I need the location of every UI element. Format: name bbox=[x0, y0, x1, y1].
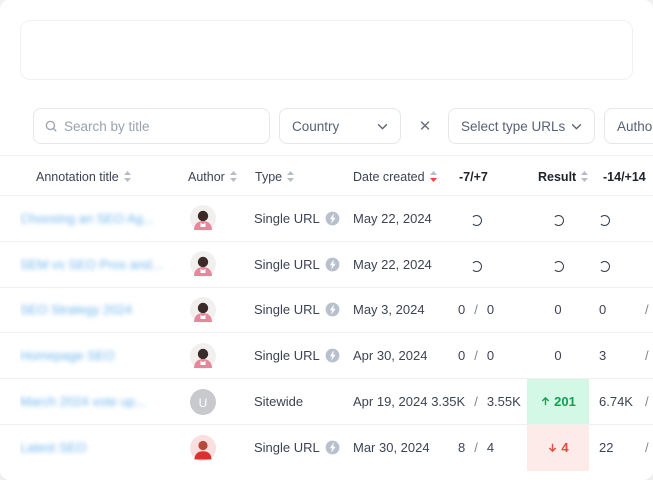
svg-text:U: U bbox=[199, 396, 208, 410]
